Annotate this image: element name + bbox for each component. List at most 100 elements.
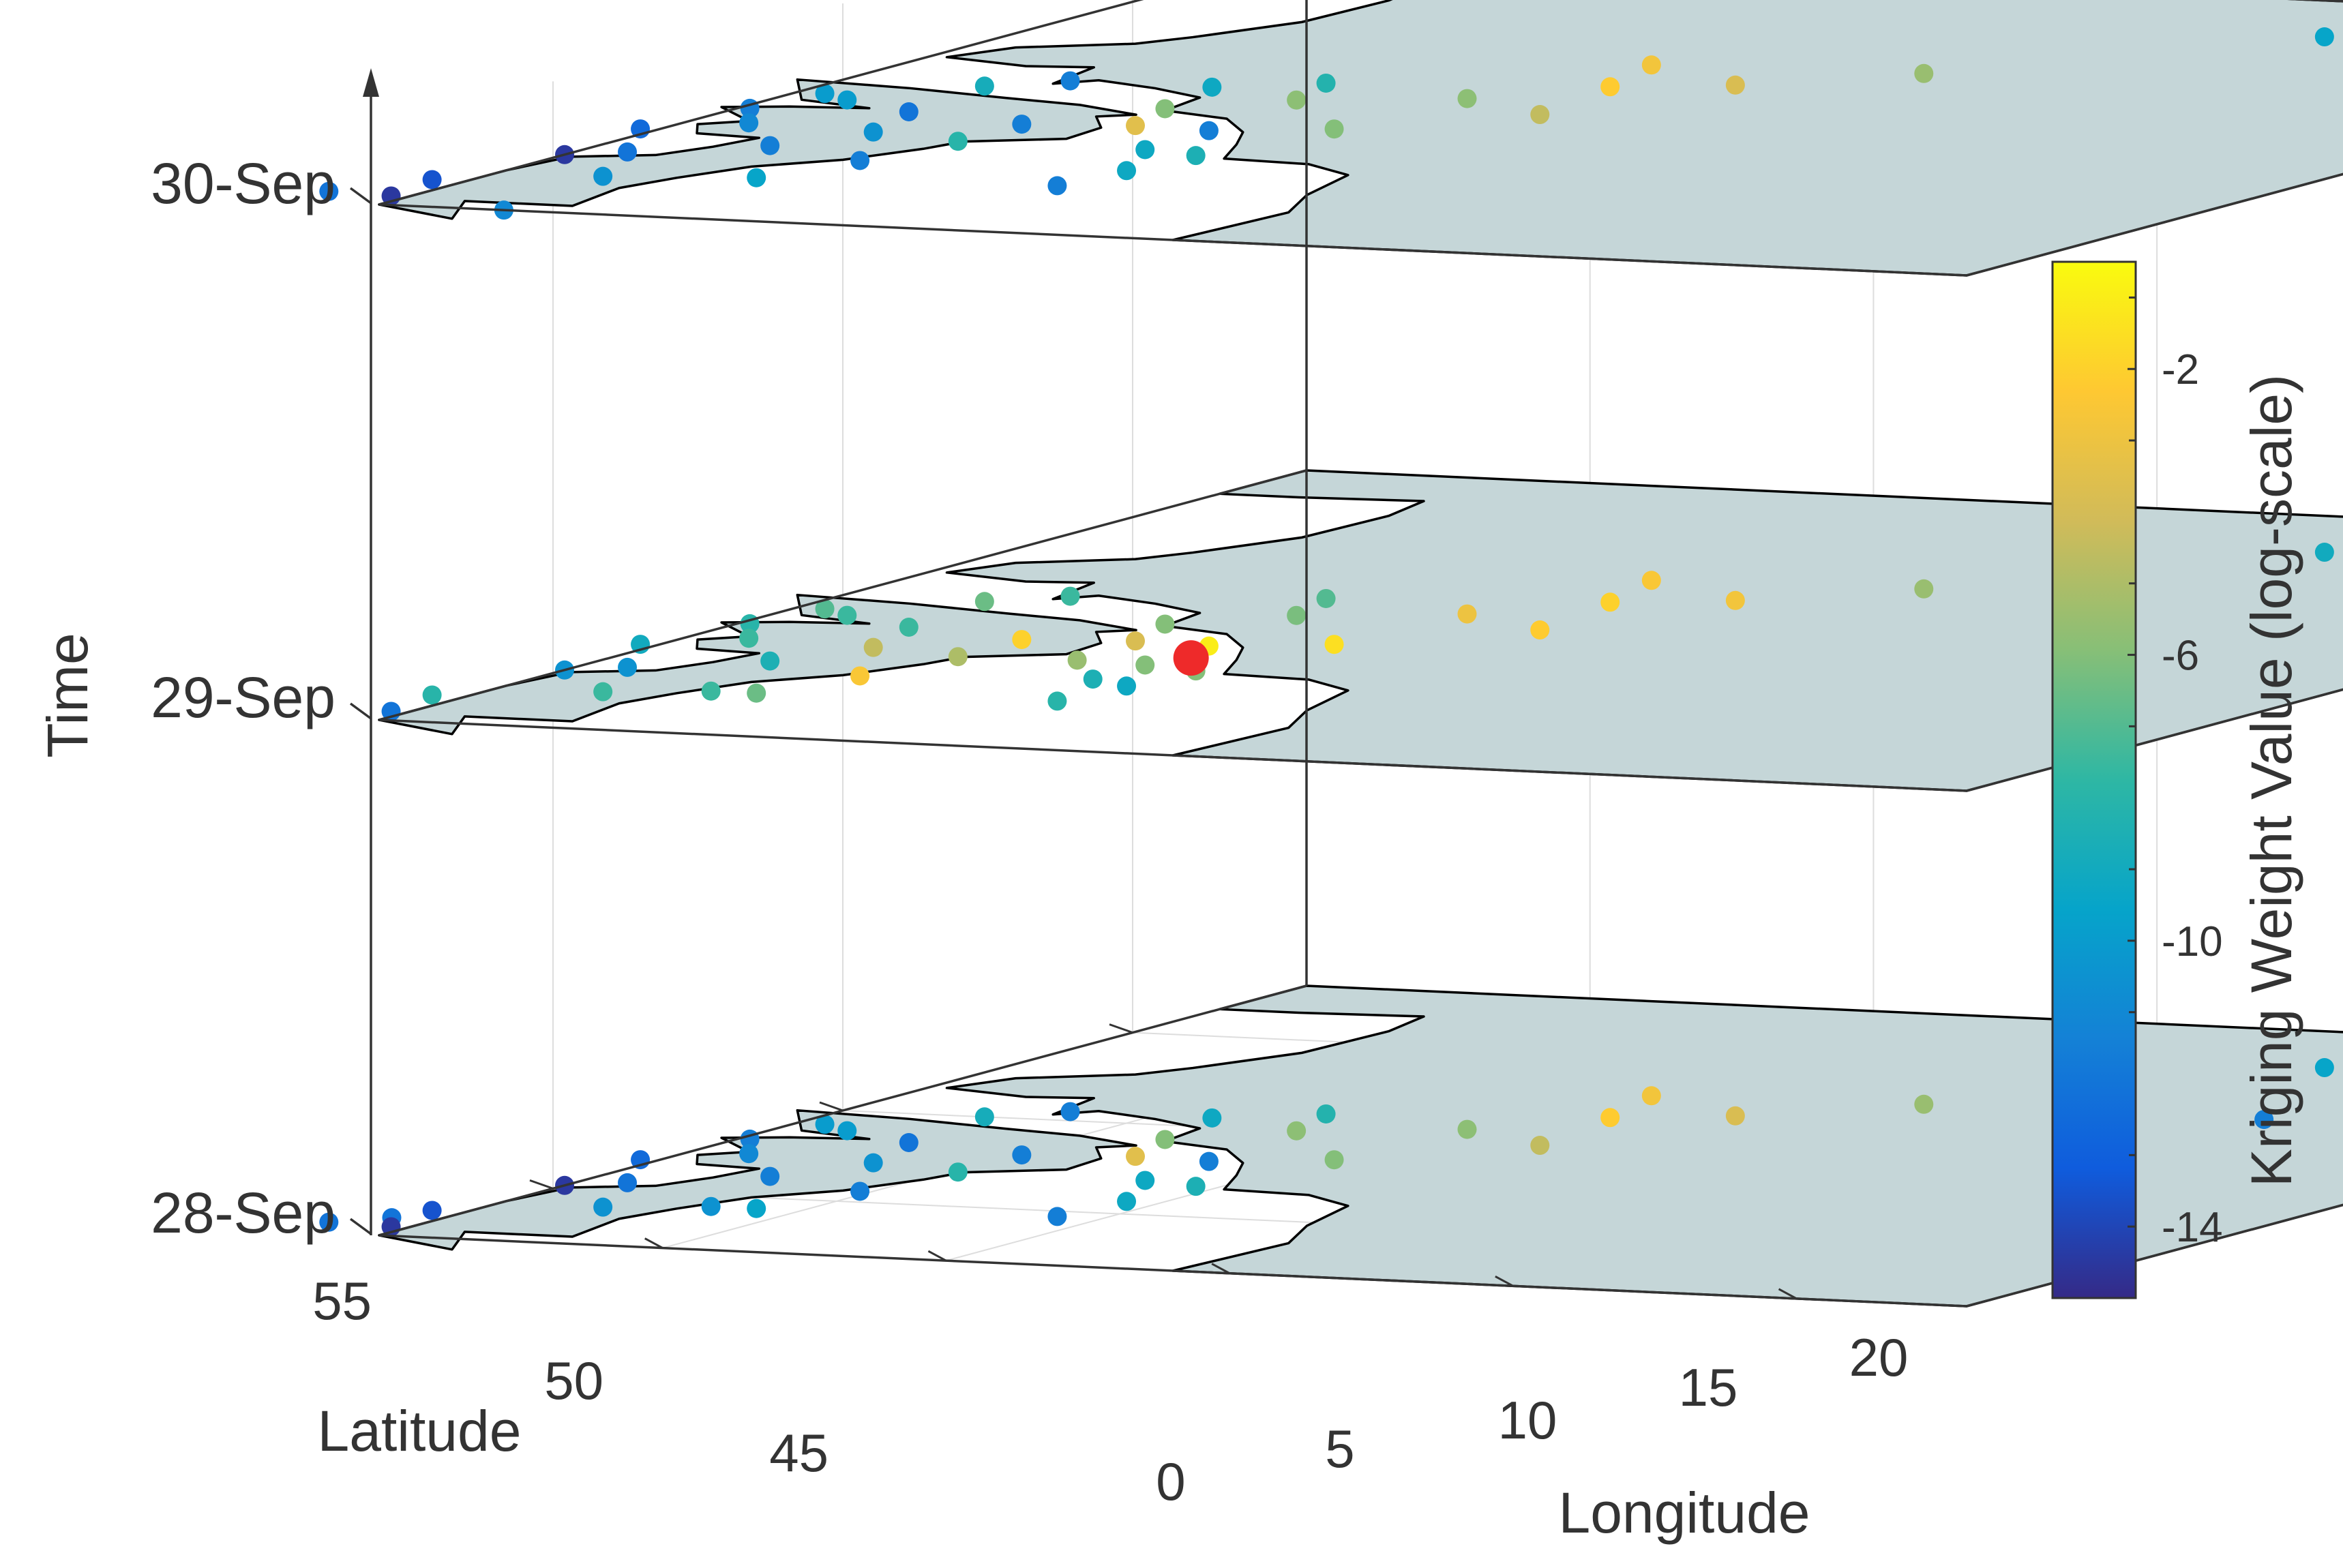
data-point bbox=[1186, 146, 1206, 166]
axis-ticks: 0 5 10 15 20 45 50 55 bbox=[312, 1023, 1908, 1511]
mid-left-edge bbox=[378, 469, 1307, 721]
data-point bbox=[1126, 631, 1145, 651]
data-point bbox=[1117, 676, 1137, 696]
data-point bbox=[1316, 1104, 1336, 1124]
data-point bbox=[1155, 614, 1175, 634]
data-point bbox=[319, 181, 339, 201]
data-point bbox=[1117, 1192, 1137, 1211]
data-point bbox=[2254, 1110, 2274, 1130]
data-point bbox=[815, 1115, 835, 1134]
data-point bbox=[422, 170, 442, 190]
data-point bbox=[747, 168, 766, 187]
data-point bbox=[948, 1162, 968, 1182]
data-point bbox=[593, 1197, 613, 1217]
data-point bbox=[1047, 1207, 1067, 1226]
data-point bbox=[2314, 543, 2334, 562]
data-point bbox=[760, 651, 780, 671]
data-point bbox=[850, 666, 870, 686]
data-point bbox=[974, 592, 994, 612]
data-point bbox=[1047, 176, 1067, 196]
data-point bbox=[899, 1133, 919, 1152]
data-point bbox=[319, 1212, 339, 1232]
data-point bbox=[899, 618, 919, 637]
top-left-edge bbox=[378, 0, 1144, 206]
data-point bbox=[1600, 592, 1620, 612]
data-point bbox=[1155, 99, 1175, 119]
top-right-edge bbox=[1966, 172, 2343, 277]
z-axis-label: Time bbox=[35, 633, 100, 758]
data-point bbox=[739, 1144, 759, 1164]
data-point bbox=[837, 90, 857, 110]
data-point bbox=[1530, 620, 1550, 640]
data-point bbox=[863, 1153, 883, 1173]
x-tick bbox=[1778, 1288, 1797, 1300]
x-tick bbox=[927, 1250, 947, 1262]
data-point bbox=[739, 113, 759, 133]
data-point bbox=[1199, 1151, 1219, 1171]
data-point bbox=[1530, 105, 1550, 125]
data-point bbox=[1641, 571, 1661, 590]
map-land bbox=[945, 0, 2343, 277]
x-tick bbox=[1211, 1263, 1230, 1275]
data-point bbox=[1287, 605, 1307, 625]
z-tick-label-28-sep: 28-Sep bbox=[151, 1181, 335, 1245]
data-point bbox=[1725, 75, 1745, 95]
floor-front-edge bbox=[378, 1234, 1967, 1308]
data-point bbox=[863, 637, 883, 657]
time-axis-arrow bbox=[363, 68, 379, 97]
data-point bbox=[422, 1201, 442, 1220]
data-point bbox=[1725, 590, 1745, 610]
data-point bbox=[1126, 1147, 1145, 1166]
x-tick-label: 15 bbox=[1679, 1357, 1738, 1417]
data-point bbox=[2314, 1058, 2334, 1078]
colorbar-tick-label: -6 bbox=[2162, 633, 2199, 680]
data-point bbox=[863, 122, 883, 142]
z-tick bbox=[349, 702, 372, 720]
data-point bbox=[747, 1198, 766, 1218]
colorbar-tick-label: -2 bbox=[2162, 346, 2199, 393]
data-point bbox=[1457, 89, 1477, 108]
data-point bbox=[1117, 161, 1137, 181]
data-point bbox=[1083, 669, 1103, 689]
data-point bbox=[1324, 1150, 1344, 1170]
x-tick bbox=[1495, 1275, 1514, 1287]
data-point bbox=[1135, 655, 1155, 675]
z-tick-label-29-sep: 29-Sep bbox=[151, 665, 335, 729]
z-tick bbox=[349, 1218, 372, 1235]
data-point bbox=[593, 166, 613, 186]
data-point bbox=[1012, 115, 1032, 134]
data-point bbox=[1155, 1130, 1175, 1149]
data-point bbox=[974, 1107, 994, 1127]
data-point bbox=[618, 142, 638, 162]
data-point bbox=[747, 683, 766, 703]
data-point bbox=[1641, 1086, 1661, 1106]
data-point bbox=[1135, 1171, 1155, 1190]
data-point bbox=[1914, 1094, 1934, 1114]
data-point bbox=[948, 132, 968, 151]
x-axis-label: Longitude bbox=[1558, 1481, 1810, 1545]
data-point bbox=[850, 151, 870, 170]
map-land-britain bbox=[378, 78, 1137, 220]
data-point bbox=[701, 681, 721, 701]
data-point bbox=[1457, 1119, 1477, 1139]
top-front-edge bbox=[378, 203, 1967, 277]
data-point bbox=[1126, 116, 1145, 136]
map-land bbox=[945, 469, 2343, 792]
x-tick-label: 0 bbox=[1156, 1451, 1185, 1511]
y-tick-label: 50 bbox=[544, 1351, 603, 1411]
colorbar-ticks: -2 -6 -10 -14 bbox=[2128, 296, 2223, 1299]
y-tick bbox=[1109, 1023, 1133, 1034]
x-tick-label: 10 bbox=[1498, 1390, 1557, 1450]
data-point bbox=[1600, 77, 1620, 97]
data-point bbox=[1287, 1121, 1307, 1141]
x-tick bbox=[644, 1237, 663, 1249]
data-point bbox=[1287, 90, 1307, 110]
data-point bbox=[1060, 71, 1080, 91]
data-point bbox=[618, 1173, 638, 1192]
data-point bbox=[899, 102, 919, 121]
map-land bbox=[945, 984, 2343, 1308]
data-point bbox=[837, 1121, 857, 1141]
data-point bbox=[1047, 691, 1067, 711]
data-point bbox=[1530, 1136, 1550, 1156]
